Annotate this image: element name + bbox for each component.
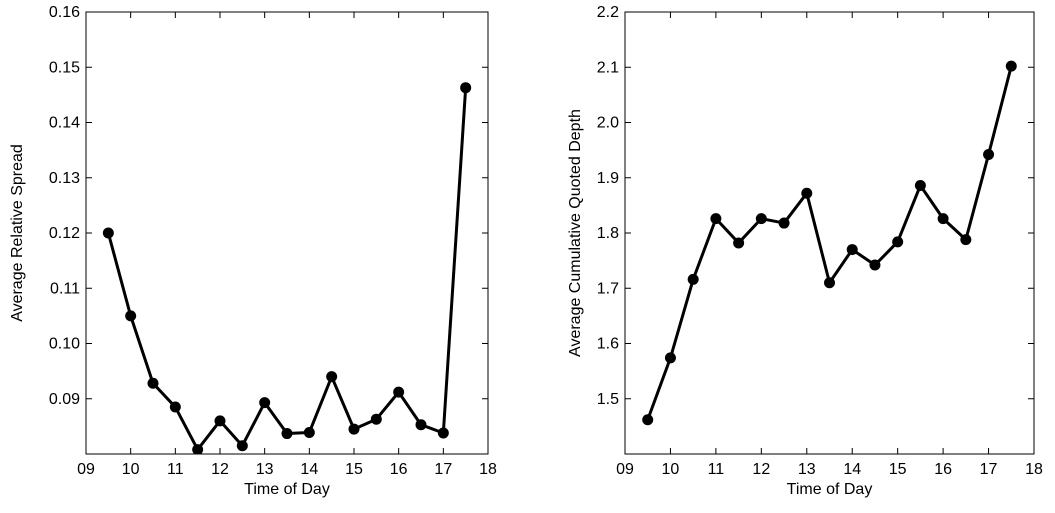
x-tick-label: 13 — [256, 461, 274, 478]
data-point — [370, 413, 382, 425]
x-tick-label: 16 — [390, 461, 408, 478]
x-tick-label: 18 — [1025, 461, 1043, 478]
x-tick-label: 09 — [77, 461, 95, 478]
data-point — [192, 444, 204, 454]
data-point — [437, 427, 449, 439]
y-tick-label: 0.13 — [49, 170, 80, 187]
data-point — [983, 149, 995, 161]
data-point — [281, 428, 293, 440]
data-point — [326, 371, 338, 383]
data-point — [1005, 60, 1017, 72]
x-tick-label: 12 — [211, 461, 229, 478]
x-tick-label: 11 — [167, 461, 184, 478]
data-point — [348, 423, 360, 435]
y-tick-label: 0.09 — [49, 391, 80, 408]
data-point — [415, 419, 427, 431]
y-tick-label: 1.9 — [597, 170, 619, 187]
x-axis-label: Time of Day — [787, 481, 873, 498]
y-tick-label: 0.10 — [49, 336, 80, 353]
x-axis-label: Time of Day — [244, 481, 330, 498]
data-point — [869, 259, 881, 271]
data-point — [755, 213, 767, 225]
x-tick-label: 17 — [980, 461, 998, 478]
data-point — [169, 401, 181, 413]
x-tick-label: 18 — [479, 461, 497, 478]
plot-frame — [85, 11, 489, 455]
y-tick-label: 2.2 — [597, 4, 619, 21]
data-point — [846, 244, 858, 256]
series-line — [106, 87, 468, 452]
y-tick-label: 1.8 — [597, 225, 619, 242]
data-point — [733, 237, 745, 249]
y-tick-label: 2.1 — [597, 59, 619, 76]
x-tick-label: 15 — [345, 461, 363, 478]
y-axis-label: Average Relative Spread — [9, 144, 26, 322]
data-point — [236, 440, 248, 452]
data-point — [214, 415, 226, 427]
data-point — [687, 273, 699, 285]
data-point — [642, 414, 654, 426]
x-tick-label: 15 — [889, 461, 907, 478]
data-point — [937, 213, 949, 225]
data-point — [824, 277, 835, 289]
data-point — [664, 352, 676, 364]
y-tick-label: 0.14 — [49, 115, 80, 132]
x-tick-label: 14 — [300, 461, 318, 478]
x-tick-label: 13 — [798, 461, 816, 478]
data-point — [102, 227, 114, 239]
data-point — [393, 386, 405, 398]
left-chart-panel: 09 10 11 12 13 14 15 16 17 18 0.09 0.10 0.11 0.12 0.13… — [9, 4, 497, 498]
data-point — [460, 82, 472, 94]
x-tick-label: 14 — [843, 461, 861, 478]
y-tick-label: 1.7 — [597, 280, 619, 297]
data-point — [778, 217, 790, 229]
y-tick-label: 2.0 — [597, 115, 619, 132]
y-tick-label: 0.16 — [49, 4, 80, 21]
x-tick-label: 11 — [708, 461, 725, 478]
y-tick-label: 1.5 — [597, 391, 619, 408]
x-tick-label: 10 — [662, 461, 680, 478]
data-point — [960, 234, 972, 246]
x-tick-label: 09 — [616, 461, 634, 478]
y-tick-label: 0.15 — [49, 59, 80, 76]
data-point — [892, 236, 904, 248]
series-line — [646, 65, 1013, 421]
x-tick-label: 10 — [122, 461, 140, 478]
y-axis-label: Average Cumulative Quoted Depth — [567, 109, 584, 357]
y-tick-label: 1.6 — [597, 336, 619, 353]
data-point — [125, 310, 137, 322]
data-point — [303, 426, 315, 438]
y-tick-label: 0.12 — [49, 225, 80, 242]
right-chart-panel: 09 10 11 12 13 14 15 16 17 18 1.5 1.6 1.7 1.8 1.9 2.0 2.… — [567, 4, 1043, 498]
data-point — [710, 213, 722, 225]
x-tick-label: 17 — [434, 461, 452, 478]
data-point — [259, 397, 271, 409]
y-tick-label: 0.11 — [50, 280, 80, 297]
data-point — [801, 187, 813, 199]
plot-frame — [624, 11, 1035, 455]
data-point — [147, 377, 159, 389]
x-tick-label: 12 — [752, 461, 770, 478]
data-point — [914, 179, 926, 191]
x-tick-label: 16 — [934, 461, 952, 478]
